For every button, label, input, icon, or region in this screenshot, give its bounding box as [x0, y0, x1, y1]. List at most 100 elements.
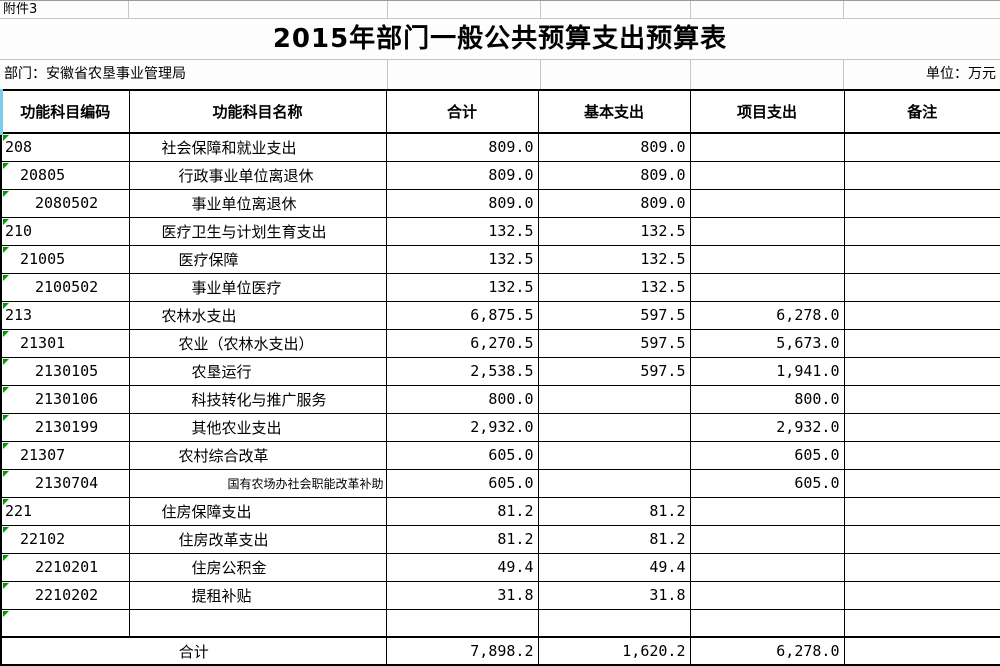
cell-basic[interactable]: 597.5	[537, 300, 691, 330]
cell-project[interactable]	[689, 608, 845, 638]
cell-note[interactable]	[843, 356, 1000, 386]
cell-total[interactable]	[385, 608, 539, 638]
header-project[interactable]: 项目支出	[689, 89, 845, 134]
cell-code[interactable]: 21307	[0, 440, 130, 470]
cell-total[interactable]: 809.0	[385, 188, 539, 218]
cell-code[interactable]: 2210201	[0, 552, 130, 582]
cell-name[interactable]: 行政事业单位离退休	[128, 160, 387, 190]
cell-basic[interactable]: 809.0	[537, 132, 691, 162]
cell-total[interactable]: 132.5	[385, 216, 539, 246]
header-basic[interactable]: 基本支出	[537, 89, 691, 134]
cell-name[interactable]: 事业单位医疗	[128, 272, 387, 302]
cell-basic[interactable]: 49.4	[537, 552, 691, 582]
cell-project[interactable]	[689, 272, 845, 302]
cell-total[interactable]: 2,932.0	[385, 412, 539, 442]
cell-note[interactable]	[843, 580, 1000, 610]
cell-code[interactable]: 210	[0, 216, 130, 246]
cell-project[interactable]: 800.0	[689, 384, 845, 414]
cell-total[interactable]: 6,875.5	[385, 300, 539, 330]
cell-name[interactable]: 社会保障和就业支出	[128, 132, 387, 162]
cell-basic[interactable]	[537, 468, 691, 498]
cell-note[interactable]	[843, 132, 1000, 162]
cell-note[interactable]	[843, 524, 1000, 554]
cell-code[interactable]: 21301	[0, 328, 130, 358]
cell-total[interactable]: 809.0	[385, 132, 539, 162]
cell-note[interactable]	[843, 384, 1000, 414]
cell-basic[interactable]: 1,620.2	[537, 636, 691, 666]
header-code[interactable]: 功能科目编码	[0, 89, 130, 134]
cell-project[interactable]: 6,278.0	[689, 636, 845, 666]
cell-name[interactable]: 农业（农林水支出）	[128, 328, 387, 358]
cell-project[interactable]: 605.0	[689, 468, 845, 498]
cell-name[interactable]: 医疗卫生与计划生育支出	[128, 216, 387, 246]
cell-name[interactable]: 事业单位离退休	[128, 188, 387, 218]
cell-project[interactable]	[689, 552, 845, 582]
cell-project[interactable]	[689, 160, 845, 190]
cell-total[interactable]: 800.0	[385, 384, 539, 414]
cell-name[interactable]: 其他农业支出	[128, 412, 387, 442]
header-total[interactable]: 合计	[385, 89, 539, 134]
cell-note[interactable]	[843, 468, 1000, 498]
cell-total[interactable]: 81.2	[385, 524, 539, 554]
cell-note[interactable]	[843, 300, 1000, 330]
cell-note[interactable]	[843, 160, 1000, 190]
cell-total-label[interactable]: 合计	[0, 636, 387, 666]
cell-basic[interactable]: 132.5	[537, 216, 691, 246]
cell-note[interactable]	[843, 412, 1000, 442]
cell-basic[interactable]: 31.8	[537, 580, 691, 610]
cell-name[interactable]: 科技转化与推广服务	[128, 384, 387, 414]
cell-project[interactable]	[689, 216, 845, 246]
cell-name[interactable]: 住房保障支出	[128, 496, 387, 526]
cell-code[interactable]: 221	[0, 496, 130, 526]
cell-note[interactable]	[843, 188, 1000, 218]
cell-basic[interactable]: 132.5	[537, 244, 691, 274]
cell-name[interactable]: 农垦运行	[128, 356, 387, 386]
cell-note[interactable]	[843, 328, 1000, 358]
cell-project[interactable]	[689, 580, 845, 610]
cell-note[interactable]	[843, 216, 1000, 246]
cell-basic[interactable]: 809.0	[537, 160, 691, 190]
cell-note[interactable]	[843, 608, 1000, 638]
cell-total[interactable]: 2,538.5	[385, 356, 539, 386]
cell-code[interactable]: 2130199	[0, 412, 130, 442]
cell-total[interactable]: 6,270.5	[385, 328, 539, 358]
cell-basic[interactable]	[537, 440, 691, 470]
cell-total[interactable]: 605.0	[385, 440, 539, 470]
cell-note[interactable]	[843, 440, 1000, 470]
cell-note[interactable]	[843, 272, 1000, 302]
cell-name[interactable]: 农村综合改革	[128, 440, 387, 470]
cell-code[interactable]: 208	[0, 132, 130, 162]
cell-total[interactable]: 809.0	[385, 160, 539, 190]
cell-total[interactable]: 81.2	[385, 496, 539, 526]
cell-total[interactable]: 49.4	[385, 552, 539, 582]
header-name[interactable]: 功能科目名称	[128, 89, 387, 134]
header-note[interactable]: 备注	[843, 89, 1000, 134]
cell-name[interactable]: 国有农场办社会职能改革补助	[128, 468, 387, 498]
cell-basic[interactable]: 597.5	[537, 356, 691, 386]
cell-total[interactable]: 31.8	[385, 580, 539, 610]
cell-note[interactable]	[843, 552, 1000, 582]
cell-note[interactable]	[843, 496, 1000, 526]
cell-project[interactable]	[689, 244, 845, 274]
cell-name[interactable]: 医疗保障	[128, 244, 387, 274]
cell-note[interactable]	[843, 636, 1000, 666]
cell-basic[interactable]: 132.5	[537, 272, 691, 302]
cell-code[interactable]: 2130704	[0, 468, 130, 498]
cell-basic[interactable]: 81.2	[537, 524, 691, 554]
cell-total[interactable]: 605.0	[385, 468, 539, 498]
cell-project[interactable]	[689, 524, 845, 554]
cell-project[interactable]	[689, 132, 845, 162]
cell-project[interactable]: 1,941.0	[689, 356, 845, 386]
cell-basic[interactable]	[537, 412, 691, 442]
cell-name[interactable]	[128, 608, 387, 638]
cell-total[interactable]: 132.5	[385, 244, 539, 274]
cell-code[interactable]: 2100502	[0, 272, 130, 302]
cell-project[interactable]: 6,278.0	[689, 300, 845, 330]
cell-name[interactable]: 提租补贴	[128, 580, 387, 610]
cell-name[interactable]: 住房改革支出	[128, 524, 387, 554]
cell-project[interactable]: 5,673.0	[689, 328, 845, 358]
cell-project[interactable]: 605.0	[689, 440, 845, 470]
cell-code[interactable]: 2210202	[0, 580, 130, 610]
cell-basic[interactable]: 81.2	[537, 496, 691, 526]
cell-note[interactable]	[843, 244, 1000, 274]
